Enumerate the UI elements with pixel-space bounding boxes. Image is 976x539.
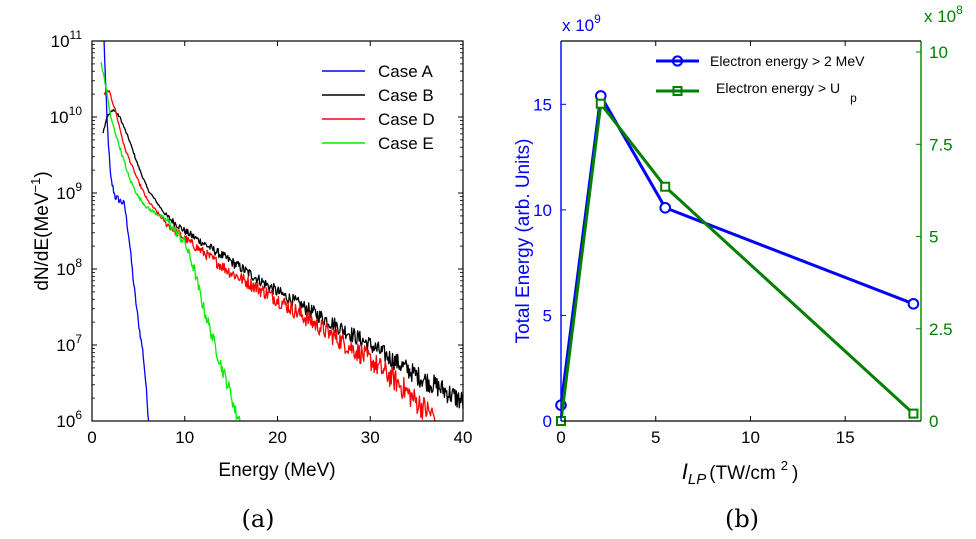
panel-b-x-tick-label: 0	[556, 428, 565, 447]
legend-marker-square	[672, 86, 683, 96]
y-tick-base: 10	[56, 412, 75, 431]
panel-b-right-tick-label: 0	[929, 412, 938, 431]
legend-label-2mev: Electron energy > 2 MeV	[710, 53, 865, 69]
legend-label-case-d: Case D	[378, 110, 435, 129]
panel-a-legend: Case A Case B Case D Case E	[322, 62, 435, 153]
panel-b-point-electron-energy-up	[595, 98, 606, 109]
panel-a-y-label-close: )	[32, 171, 53, 177]
panel-a-series-line-case-e	[100, 62, 241, 422]
panel-b-right-multiplier: x 108	[924, 3, 963, 26]
panel-a-legend-item-case-b: Case B	[322, 86, 434, 105]
y-tick-base: 10	[51, 32, 70, 51]
panel-b-point-electron-energy-2mev	[907, 298, 920, 310]
panel-a-y-tick-label: 108	[56, 256, 82, 279]
y-tick-base: 10	[50, 108, 69, 127]
panel-b-ticks: 0 5 10 15 0 5 10 15 0 2.5 5 7.5 10	[533, 41, 953, 447]
legend-label-up-sub: p	[850, 91, 857, 105]
y-tick-exp: 7	[75, 332, 82, 346]
panel-b-x-axis-label: ILP (TW/cm 2)	[682, 458, 799, 488]
panel-b-right-tick-label: 5	[929, 228, 938, 247]
panel-b-point-electron-energy-up	[908, 408, 919, 419]
panel-a-y-axis-label: dN/dE(MeV−1)	[28, 171, 53, 290]
panel-b-legend-item-2mev: Electron energy > 2 MeV	[656, 53, 865, 69]
panel-a-x-tick-label: 30	[361, 428, 380, 447]
panel-b-legend-item-up: Electron energy > U p	[656, 80, 857, 105]
panel-a-series-line-case-a	[103, 40, 150, 422]
panel-b-x-tick-label: 15	[836, 428, 855, 447]
panel-a-series-line-case-b	[102, 108, 464, 409]
panel-a-series-group	[100, 40, 464, 422]
y-tick-exp: 10	[69, 104, 83, 118]
right-multiplier-base: x 10	[924, 7, 956, 26]
panel-b-left-multiplier: x 109	[562, 12, 601, 35]
panel-b-x-label-unit-exp: 2	[781, 458, 788, 473]
panel-b-legend: Electron energy > 2 MeV Electron energy …	[656, 53, 865, 105]
legend-label-case-e: Case E	[378, 134, 434, 153]
panel-a-y-tick-label: 1010	[50, 104, 83, 127]
y-tick-exp: 11	[70, 28, 83, 42]
panel-b-point-electron-energy-up	[660, 181, 671, 192]
left-multiplier-base: x 10	[562, 16, 594, 35]
panel-b-caption: (b)	[725, 505, 759, 533]
panel-b-right-tick-label: 2.5	[929, 320, 953, 339]
panel-b-x-label-main: I	[682, 459, 688, 484]
panel-a-plot-area	[92, 41, 463, 421]
panel-a-legend-item-case-d: Case D	[322, 110, 435, 129]
y-tick-exp: 8	[75, 256, 82, 270]
y-tick-base: 10	[56, 336, 75, 355]
panel-b-left-tick-label: 10	[533, 201, 552, 220]
panel-b-left-tick-label: 5	[543, 306, 552, 325]
legend-label-case-a: Case A	[378, 62, 433, 81]
legend-marker-circle	[671, 55, 684, 67]
panel-a-caption: (a)	[241, 505, 274, 533]
legend-label-case-b: Case B	[378, 86, 434, 105]
panel-b-plot-area	[561, 41, 921, 421]
panel-a-y-label-exp: −1	[28, 178, 43, 193]
panel-b-point-electron-energy-2mev	[659, 201, 672, 214]
panel-b-x-label-unit: (TW/cm	[709, 463, 775, 484]
panel-b-left-tick-label: 15	[533, 95, 552, 114]
panel-a-x-tick-label: 0	[87, 428, 96, 447]
panel-b-series-line-electron-energy-up	[559, 102, 915, 422]
panel-a-x-axis-label: Energy (MeV)	[218, 460, 335, 481]
panel-a-y-tick-label: 1011	[51, 28, 83, 51]
panel-b-right-tick-label: 7.5	[929, 135, 953, 154]
panel-a-series-line-case-d	[103, 89, 436, 422]
panel-b-x-tick-label: 10	[741, 428, 760, 447]
y-tick-exp: 9	[75, 180, 82, 194]
panel-a-y-tick-label: 106	[56, 408, 82, 431]
panel-b-x-label-sub: LP	[688, 471, 706, 488]
y-tick-exp: 6	[75, 408, 82, 422]
panel-b-left-tick-label: 0	[543, 412, 552, 431]
panel-a-legend-item-case-a: Case A	[322, 62, 433, 81]
panel-a-x-tick-label: 40	[454, 428, 473, 447]
left-multiplier-exp: 9	[594, 12, 601, 26]
panel-a-legend-item-case-e: Case E	[322, 134, 434, 153]
panel-a-y-tick-label: 107	[56, 332, 82, 355]
legend-label-up-base: Electron energy > U	[716, 80, 840, 96]
right-multiplier-exp: 8	[956, 3, 963, 17]
panel-b-x-tick-label: 5	[651, 428, 660, 447]
panel-b-y-axis-label: Total Energy (arb. Units)	[513, 139, 534, 344]
panel-a-y-label-base: dN/dE(MeV	[32, 192, 53, 291]
panel-a-x-tick-label: 10	[175, 428, 194, 447]
y-tick-base: 10	[56, 184, 75, 203]
y-tick-base: 10	[56, 260, 75, 279]
panel-b-x-label-close: )	[792, 463, 798, 484]
panel-b-right-tick-label: 10	[929, 43, 948, 62]
panel-a-x-tick-label: 20	[268, 428, 287, 447]
panel-a-y-tick-label: 109	[56, 180, 82, 203]
legend-label-up: Electron energy > U p	[716, 80, 857, 105]
